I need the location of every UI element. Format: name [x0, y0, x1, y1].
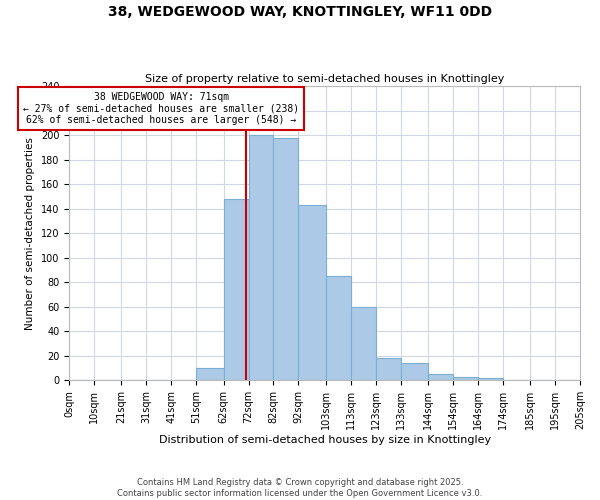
Bar	[351, 307, 376, 380]
Bar	[326, 276, 351, 380]
Text: 38, WEDGEWOOD WAY, KNOTTINGLEY, WF11 0DD: 38, WEDGEWOOD WAY, KNOTTINGLEY, WF11 0DD	[108, 5, 492, 19]
Bar	[453, 376, 478, 380]
Bar	[298, 205, 326, 380]
Bar	[401, 363, 428, 380]
Bar	[224, 199, 248, 380]
Bar	[428, 374, 453, 380]
Title: Size of property relative to semi-detached houses in Knottingley: Size of property relative to semi-detach…	[145, 74, 504, 84]
Bar	[478, 378, 503, 380]
Text: 38 WEDGEWOOD WAY: 71sqm
← 27% of semi-detached houses are smaller (238)
62% of s: 38 WEDGEWOOD WAY: 71sqm ← 27% of semi-de…	[23, 92, 299, 126]
Bar	[248, 135, 274, 380]
Bar	[376, 358, 401, 380]
Bar	[274, 138, 298, 380]
X-axis label: Distribution of semi-detached houses by size in Knottingley: Distribution of semi-detached houses by …	[158, 435, 491, 445]
Y-axis label: Number of semi-detached properties: Number of semi-detached properties	[25, 137, 35, 330]
Text: Contains HM Land Registry data © Crown copyright and database right 2025.
Contai: Contains HM Land Registry data © Crown c…	[118, 478, 482, 498]
Bar	[196, 368, 224, 380]
